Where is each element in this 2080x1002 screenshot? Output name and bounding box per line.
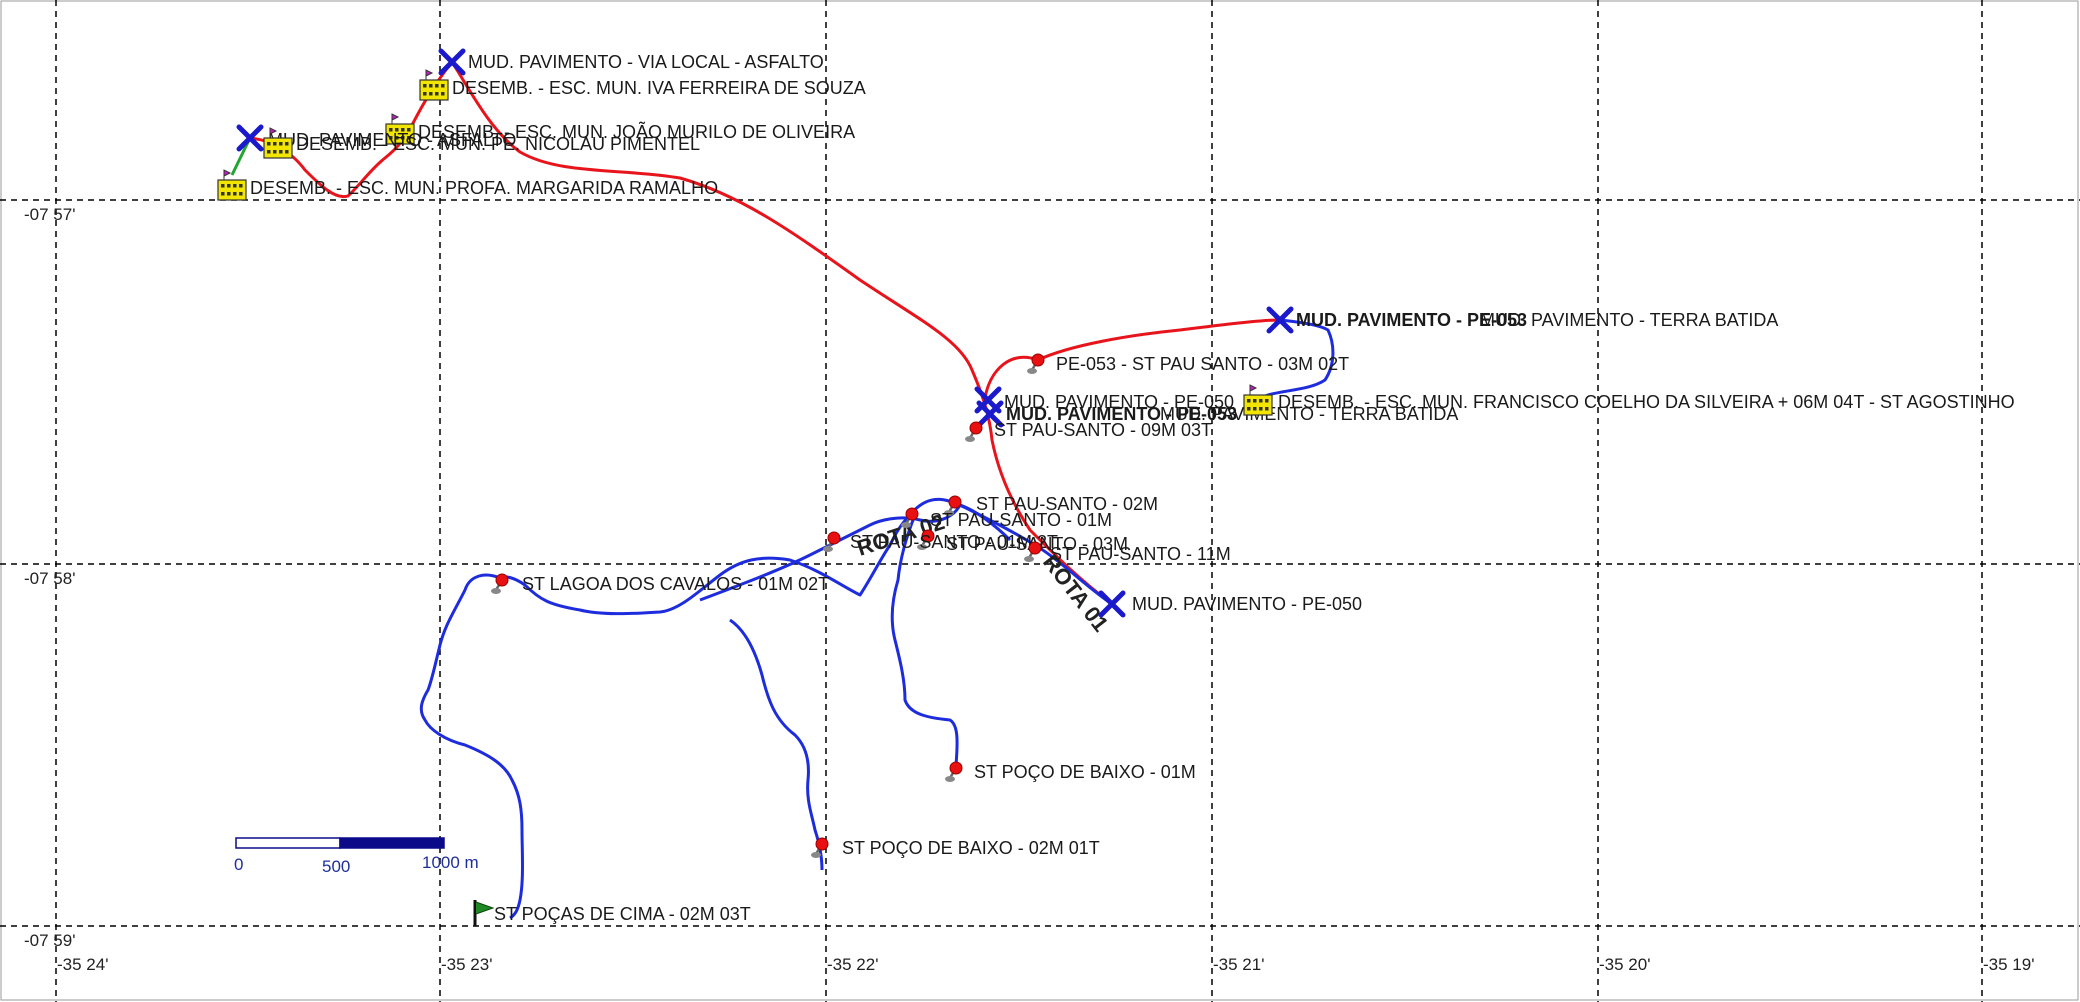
place-label: ST POÇAS DE CIMA - 02M 03T [494,904,751,924]
place-label: MUD. PAVIMENTO - PE-050 [1004,392,1234,412]
scale-label: 1000 m [422,853,479,872]
map-place[interactable]: DESEMB. - ESC. MUN. JOÃO MURILO DE OLIVE… [385,113,855,145]
lon-axis-labels: -35 24' -35 23' -35 22' -35 21' -35 20' … [57,955,2034,974]
route-blue-branch-pocodebaixo[interactable] [890,514,959,766]
place-label: MUD. PAVIMENTO - PE-053 [1006,404,1237,424]
pin-icon [1024,541,1042,562]
pin-icon [823,531,841,552]
school-icon [1243,384,1273,416]
place-label: DESEMB. - ESC. MUN. IVA FERREIRA DE SOUZ… [452,78,866,98]
place-label: DESEMB. - ESC. MUN. FRANCISCO COELHO DA … [1278,392,2015,412]
map-place[interactable]: ST PAU-SANTO - 01M 2T [823,531,1058,552]
map-place[interactable]: MUD. PAVIMENTO - PE-053 [1266,306,1527,334]
place-label: PE-053 - ST PAU SANTO - 03M 02T [1056,354,1349,374]
scale-bar-segment-dark [339,837,445,849]
lon-label: -35 21' [1213,955,1264,974]
lon-label: -35 24' [57,955,108,974]
pin-icon [945,761,963,782]
school-icon [385,113,415,145]
pin-icon [811,837,829,858]
lat-label: -07 58' [24,569,75,588]
place-label: MUD. PAVIMENTO - ASFALTO [268,130,516,150]
scale-label: 0 [234,855,243,874]
x-marker-icon [438,48,466,76]
route-blue-branch-south[interactable] [729,618,824,871]
lon-label: -35 19' [1983,955,2034,974]
map-place[interactable]: MUD. PAVIMENTO - PE-053 [976,400,1237,428]
map-place[interactable]: ST PAU-SANTO - 09M 03T [965,420,1212,442]
map-place[interactable]: DESEMB. - ESC. MUN. PE. NICOLAU PIMENTEL [263,127,700,159]
map-place[interactable]: ST LAGOA DOS CAVALOS - 01M 02T [491,573,829,594]
school-icon [263,127,293,159]
map-place[interactable]: ST POÇO DE BAIXO - 01M [945,761,1196,782]
route-red-west[interactable] [249,61,454,199]
place-label: MUD. PAVIMENTO - VIA LOCAL - ASFALTO [468,52,824,72]
lat-label: -07 57' [24,205,75,224]
place-label: ST PAU-SANTO - 01M [930,510,1112,530]
x-marker-icon [236,124,264,152]
pin-icon [1027,353,1045,374]
place-label: ST POÇO DE BAIXO - 02M 01T [842,838,1100,858]
pin-icon [491,573,509,594]
place-label: DESEMB. - ESC. MUN. PROFA. MARGARIDA RAM… [250,178,718,198]
map-place[interactable]: MUD. PAVIMENTO - PE-050 [1098,590,1362,618]
place-label: DESEMB. - ESC. MUN. JOÃO MURILO DE OLIVE… [418,121,855,142]
place-label: ST PAU-SANTO - 01M 2T [850,532,1058,552]
scale-label: 500 [322,857,350,876]
map-place[interactable]: ST POÇO DE BAIXO - 02M 01T [811,837,1100,858]
place-label: ST PAU-SANTO - 09M 03T [994,420,1212,440]
route-red-east[interactable] [983,318,1281,399]
place-label: DESEMB. - ESC. MUN. PE. NICOLAU PIMENTEL [296,134,700,154]
x-marker-icon [976,400,1004,428]
lon-label: -35 20' [1599,955,1650,974]
pin-icon [917,529,935,550]
place-label: MUD. PAVIMENTO - PE-053 [1296,310,1527,330]
lat-axis-labels: -07 57' -07 58' -07 59' [24,205,75,950]
map-markers: MUD. PAVIMENTO - VIA LOCAL - ASFALTO DESE… [217,48,2015,926]
place-label: ST LAGOA DOS CAVALOS - 01M 02T [522,574,829,594]
x-marker-icon [1098,590,1126,618]
pin-icon [965,421,983,442]
lon-label: -35 22' [827,955,878,974]
x-marker-icon [1266,306,1294,334]
place-label: MUD. PAVIMENTO - TERRA BATIDA [1160,404,1458,424]
flag-icon [473,900,495,926]
map-place[interactable]: PE-053 - ST PAU SANTO - 03M 02T [1027,353,1349,374]
scale-bar: 0 500 1000 m [234,837,479,876]
place-label: ST PAU-SANTO - 11M [1050,544,1231,564]
route-blue-branch-west[interactable] [419,573,524,920]
place-label: ST PAU-SANTO - 02M [976,494,1158,514]
route-red-main[interactable] [450,61,1113,606]
scale-bar-segment-light [235,837,341,849]
map-place[interactable]: ST PAU-SANTO - 02M [944,494,1158,516]
place-label: ST POÇO DE BAIXO - 01M [974,762,1196,782]
pin-icon [944,495,962,516]
pin-icon [901,507,919,528]
map-place[interactable]: MUD. PAVIMENTO - TERRA BATIDA [1160,404,1458,424]
school-icon [217,169,247,201]
map-place[interactable]: ST PAU-SANTO - 11M [1024,541,1231,564]
map-place[interactable]: DESEMB. - ESC. MUN. PROFA. MARGARIDA RAM… [217,169,718,201]
map-place[interactable]: MUD. PAVIMENTO - VIA LOCAL - ASFALTO [438,48,824,76]
map-place[interactable]: ST PAU-SANTO - 01M [901,507,1112,530]
map-place[interactable]: DESEMB. - ESC. MUN. IVA FERREIRA DE SOUZ… [419,69,866,101]
place-label: MUD. PAVIMENTO - PE-050 [1132,594,1362,614]
map-place[interactable]: MUD. PAVIMENTO - ASFALTO [236,124,516,152]
place-label: MUD. PAVIMENTO - TERRA BATIDA [1480,310,1778,330]
map-place[interactable]: DESEMB. - ESC. MUN. FRANCISCO COELHO DA … [1243,384,2015,416]
map-place[interactable]: ST POÇAS DE CIMA - 02M 03T [473,900,751,926]
lon-label: -35 23' [441,955,492,974]
map-place[interactable]: MUD. PAVIMENTO - TERRA BATIDA [1480,310,1778,330]
school-icon [419,69,449,101]
lat-label: -07 59' [24,931,75,950]
